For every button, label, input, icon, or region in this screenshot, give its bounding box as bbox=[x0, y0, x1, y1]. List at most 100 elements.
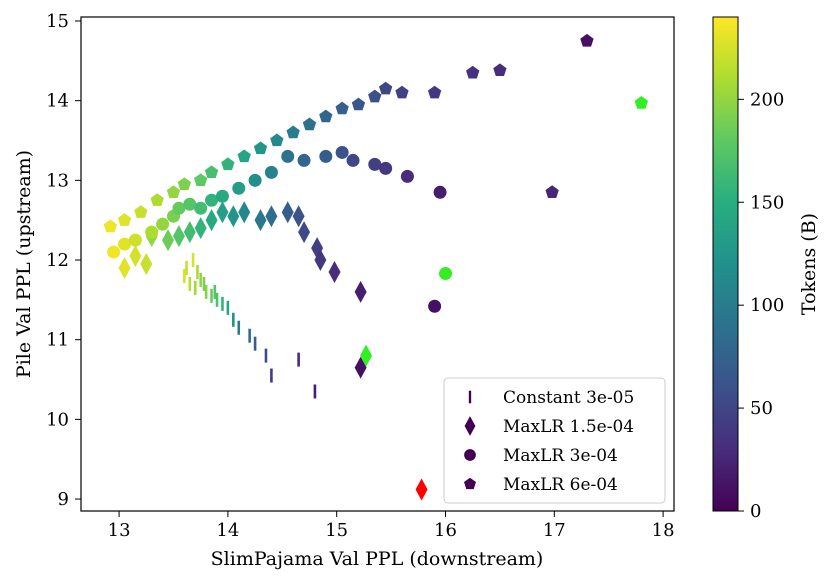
data-point bbox=[292, 205, 305, 228]
data-point bbox=[297, 153, 311, 167]
x-axis-label: SlimPajama Val PPL (downstream) bbox=[211, 548, 544, 570]
data-point bbox=[150, 193, 164, 206]
data-point bbox=[379, 161, 393, 175]
y-axis: 9 10 11 12 13 14 15 bbox=[46, 11, 81, 510]
data-point bbox=[400, 169, 414, 183]
data-point bbox=[128, 233, 142, 247]
data-point bbox=[346, 153, 360, 167]
data-point bbox=[183, 268, 186, 283]
data-point bbox=[335, 101, 349, 115]
data-point bbox=[281, 149, 295, 163]
legend-marker bbox=[464, 449, 476, 461]
data-point bbox=[466, 65, 480, 79]
data-point bbox=[395, 85, 409, 99]
data-point bbox=[433, 185, 447, 199]
data-point bbox=[248, 173, 262, 187]
data-point bbox=[335, 145, 349, 159]
data-point bbox=[215, 292, 219, 307]
x-axis: 13 14 15 16 17 18 bbox=[108, 511, 675, 541]
data-point bbox=[107, 245, 121, 259]
data-point bbox=[286, 125, 300, 139]
y-axis-label: Pile Val PPL (upstream) bbox=[13, 150, 35, 378]
colorbar-tick-label: 100 bbox=[750, 295, 784, 316]
data-point bbox=[237, 149, 251, 163]
y-tick-label: 13 bbox=[46, 170, 69, 191]
data-point bbox=[253, 336, 257, 351]
data-point bbox=[368, 157, 382, 171]
x-tick-label: 18 bbox=[652, 520, 675, 541]
data-point bbox=[281, 201, 294, 224]
data-point bbox=[103, 219, 118, 233]
data-point bbox=[226, 300, 230, 315]
x-tick-label: 14 bbox=[216, 520, 239, 541]
y-tick-label: 10 bbox=[46, 409, 69, 430]
data-point bbox=[194, 217, 207, 240]
data-point bbox=[368, 89, 382, 103]
data-point bbox=[270, 133, 284, 147]
data-point bbox=[264, 348, 268, 363]
data-point bbox=[134, 205, 148, 218]
data-point bbox=[191, 253, 195, 268]
series-2 bbox=[118, 201, 428, 501]
data-point bbox=[439, 267, 453, 281]
data-point bbox=[360, 344, 373, 367]
series-3 bbox=[107, 145, 453, 313]
data-point bbox=[428, 299, 442, 313]
data-point bbox=[237, 320, 241, 335]
y-tick-label: 15 bbox=[46, 11, 69, 32]
data-point bbox=[172, 225, 185, 248]
colorbar: 0 50 100 150 200 Tokens (B) bbox=[712, 16, 820, 522]
data-point bbox=[202, 276, 206, 291]
data-point bbox=[264, 165, 278, 179]
data-point bbox=[194, 201, 208, 215]
data-point bbox=[302, 117, 317, 131]
data-point bbox=[265, 205, 278, 228]
data-point bbox=[194, 173, 208, 186]
data-point bbox=[270, 368, 273, 383]
data-point bbox=[145, 225, 159, 239]
legend-label: MaxLR 3e-04 bbox=[503, 446, 618, 466]
series-4 bbox=[103, 33, 649, 233]
data-point bbox=[415, 478, 428, 501]
legend-marker bbox=[464, 416, 476, 436]
y-tick-label: 9 bbox=[58, 489, 69, 510]
data-point bbox=[199, 272, 202, 287]
data-point bbox=[140, 253, 153, 275]
data-point bbox=[232, 312, 235, 327]
x-tick-label: 13 bbox=[108, 520, 131, 541]
data-point bbox=[210, 288, 213, 303]
data-point bbox=[204, 165, 219, 179]
plot-area bbox=[103, 33, 649, 501]
data-point bbox=[351, 97, 366, 111]
data-point bbox=[177, 177, 192, 190]
data-point bbox=[319, 149, 333, 163]
data-point bbox=[248, 328, 251, 343]
y-tick-label: 12 bbox=[46, 250, 69, 271]
data-point bbox=[379, 81, 393, 95]
legend-box bbox=[443, 377, 666, 504]
data-point bbox=[232, 181, 246, 195]
data-point bbox=[204, 284, 208, 299]
x-tick-label: 17 bbox=[543, 520, 566, 541]
data-point bbox=[166, 185, 181, 198]
legend-marker bbox=[464, 477, 476, 490]
data-point bbox=[205, 193, 219, 207]
data-point bbox=[117, 213, 132, 226]
data-point bbox=[313, 384, 317, 399]
data-point bbox=[314, 249, 327, 272]
data-point bbox=[185, 260, 188, 275]
legend-label: Constant 3e-05 bbox=[503, 388, 634, 408]
data-point bbox=[328, 260, 341, 283]
data-point bbox=[580, 33, 594, 47]
colorbar-tick-label: 200 bbox=[750, 89, 784, 110]
colorbar-tick-label: 50 bbox=[750, 398, 773, 419]
data-point bbox=[298, 221, 311, 244]
data-point bbox=[221, 296, 224, 311]
data-point bbox=[213, 284, 217, 299]
data-point bbox=[254, 209, 267, 232]
data-point bbox=[319, 109, 333, 123]
colorbar-label: Tokens (B) bbox=[798, 213, 820, 315]
data-point bbox=[118, 256, 131, 279]
data-point bbox=[634, 96, 649, 109]
